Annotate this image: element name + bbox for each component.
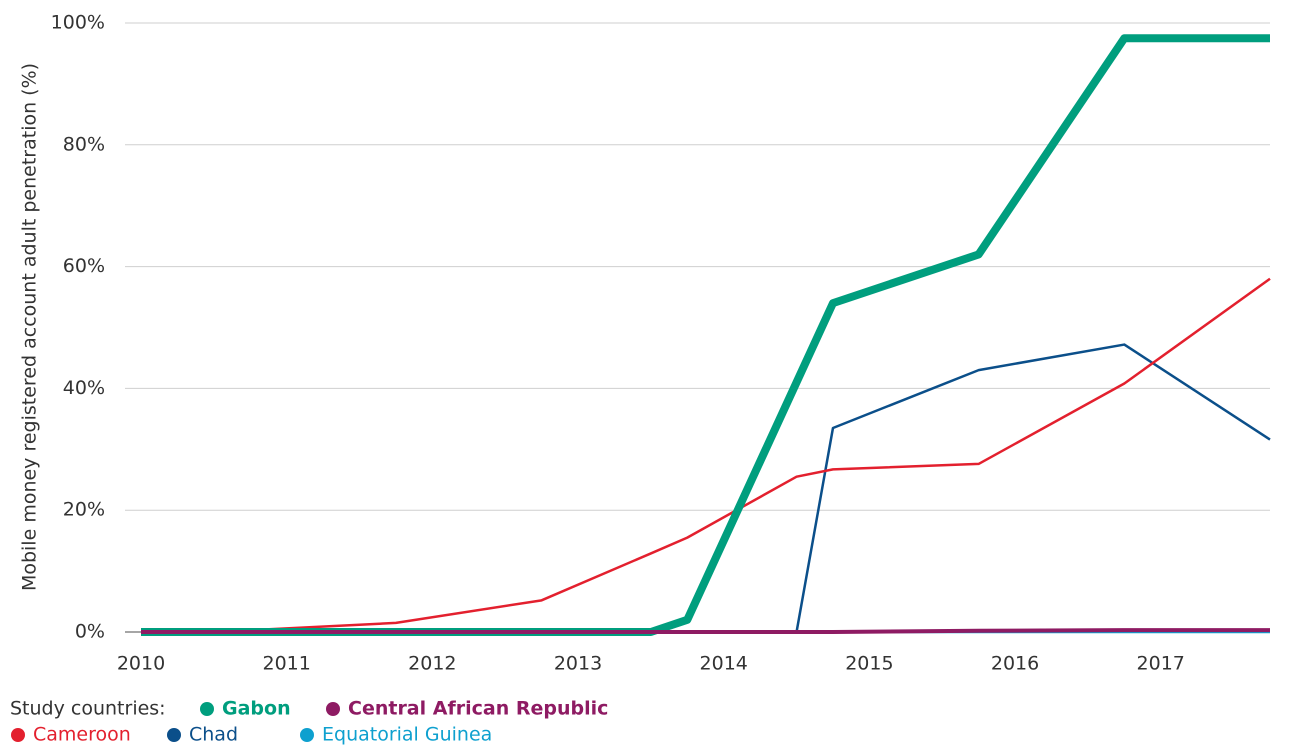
legend-marker	[11, 728, 25, 742]
x-tick-label: 2016	[991, 653, 1039, 675]
series-line	[141, 34, 1270, 636]
x-tick-label: 2011	[262, 653, 310, 675]
x-tick-label: 2010	[117, 653, 165, 675]
y-tick-label: 40%	[63, 377, 105, 399]
x-tick-label: 2017	[1137, 653, 1185, 675]
legend-marker	[167, 728, 181, 742]
y-tick-label: 0%	[75, 621, 105, 643]
series-line	[141, 628, 1270, 634]
series-line	[140, 277, 1271, 634]
legend-marker	[200, 702, 214, 716]
x-tick-label: 2015	[845, 653, 893, 675]
legend-label: Equatorial Guinea	[322, 724, 492, 746]
legend-label: Central African Republic	[348, 698, 608, 720]
y-tick-label: 20%	[63, 499, 105, 521]
y-tick-label: 100%	[51, 12, 105, 34]
legend-label: Cameroon	[33, 724, 131, 746]
x-tick-label: 2012	[408, 653, 456, 675]
y-tick-label: 60%	[63, 255, 105, 277]
legend-marker	[326, 702, 340, 716]
x-tick-label: 2013	[554, 653, 602, 675]
x-tick-label: 2014	[700, 653, 748, 675]
legend-label: Chad	[189, 724, 238, 746]
legend-label: Gabon	[222, 698, 291, 720]
y-tick-label: 80%	[63, 133, 105, 155]
y-axis-label: Mobile money registered account adult pe…	[19, 63, 41, 591]
legend-marker	[300, 728, 314, 742]
legend-title: Study countries:	[10, 698, 166, 720]
